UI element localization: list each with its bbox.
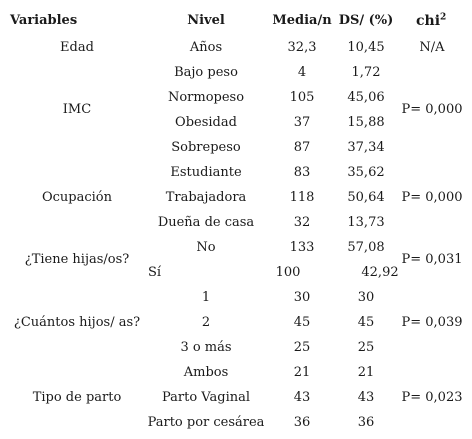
cell-nivel: Bajo peso [174, 65, 238, 80]
variable-tipo-parto: Tipo de parto [32, 390, 122, 405]
variable-ocupacion: Ocupación [41, 190, 113, 205]
cell-nivel: Ambos [183, 365, 229, 380]
cell-nivel: Trabajadora [165, 190, 247, 205]
cell-ds: 45,06 [347, 90, 385, 105]
cell-ds: 21 [357, 365, 375, 380]
cell-media: 21 [293, 365, 311, 380]
variable-edad: Edad [60, 40, 94, 55]
cell-ds: 43 [357, 390, 375, 405]
cell-nivel: Sobrepeso [171, 140, 241, 155]
header-variables: Variables [10, 13, 78, 28]
cell-media: 37 [293, 115, 311, 130]
header-chi-superscript: 2 [440, 12, 447, 23]
cell-ds: 13,73 [347, 215, 385, 230]
cell-media: 30 [293, 290, 311, 305]
cell-ds: 25 [357, 340, 375, 355]
cell-media: 25 [293, 340, 311, 355]
cell-nivel: Dueña de casa [157, 215, 255, 230]
cell-media: 32 [293, 215, 311, 230]
variable-tiene-hijos: ¿Tiene hijas/os? [24, 252, 130, 267]
cell-chi: P= 0,023 [401, 390, 463, 405]
cell-nivel: No [196, 240, 216, 255]
cell-media: 43 [293, 390, 311, 405]
cell-media: 83 [293, 165, 311, 180]
cell-ds: 57,08 [347, 240, 385, 255]
cell-nivel: Parto Vaginal [161, 390, 251, 405]
cell-media: 4 [297, 65, 307, 80]
cell-media: 87 [293, 140, 311, 155]
cell-chi: P= 0,000 [401, 102, 463, 117]
cell-media: 45 [293, 315, 311, 330]
cell-nivel: Obesidad [175, 115, 237, 130]
cell-media: 100 [275, 265, 301, 280]
cell-media: 32,3 [287, 40, 317, 55]
header-nivel: Nivel [187, 13, 225, 28]
cell-ds: 37,34 [347, 140, 385, 155]
cell-media: 118 [289, 190, 315, 205]
header-media: Media/n [272, 13, 332, 28]
cell-nivel: 3 o más [180, 340, 232, 355]
header-chi: chi2 [416, 12, 447, 29]
cell-nivel: Parto por cesárea [147, 415, 265, 430]
cell-ds: 10,45 [347, 40, 385, 55]
cell-nivel: Normopeso [167, 90, 245, 105]
cell-media: 36 [293, 415, 311, 430]
cell-chi: P= 0,031 [401, 252, 463, 267]
variable-cuantos-hijos: ¿Cuántos hijos/ as? [13, 315, 141, 330]
cell-ds: 35,62 [347, 165, 385, 180]
cell-chi: P= 0,039 [401, 315, 463, 330]
cell-ds: 36 [357, 415, 375, 430]
cell-ds: 1,72 [351, 65, 381, 80]
cell-nivel: Estudiante [170, 165, 242, 180]
cell-nivel: Sí [148, 265, 162, 280]
variable-imc: IMC [62, 102, 92, 117]
cell-chi: N/A [419, 40, 445, 55]
cell-ds: 45 [357, 315, 375, 330]
cell-nivel: 2 [201, 315, 211, 330]
cell-ds: 15,88 [347, 115, 385, 130]
cell-media: 105 [289, 90, 315, 105]
cell-chi: P= 0,000 [401, 190, 463, 205]
cell-ds: 50,64 [347, 190, 385, 205]
cell-ds: 42,92 [361, 265, 399, 280]
cell-media: 133 [289, 240, 315, 255]
cell-ds: 30 [357, 290, 375, 305]
cell-nivel: Años [189, 40, 223, 55]
header-ds: DS/ (%) [338, 13, 394, 28]
cell-nivel: 1 [201, 290, 211, 305]
